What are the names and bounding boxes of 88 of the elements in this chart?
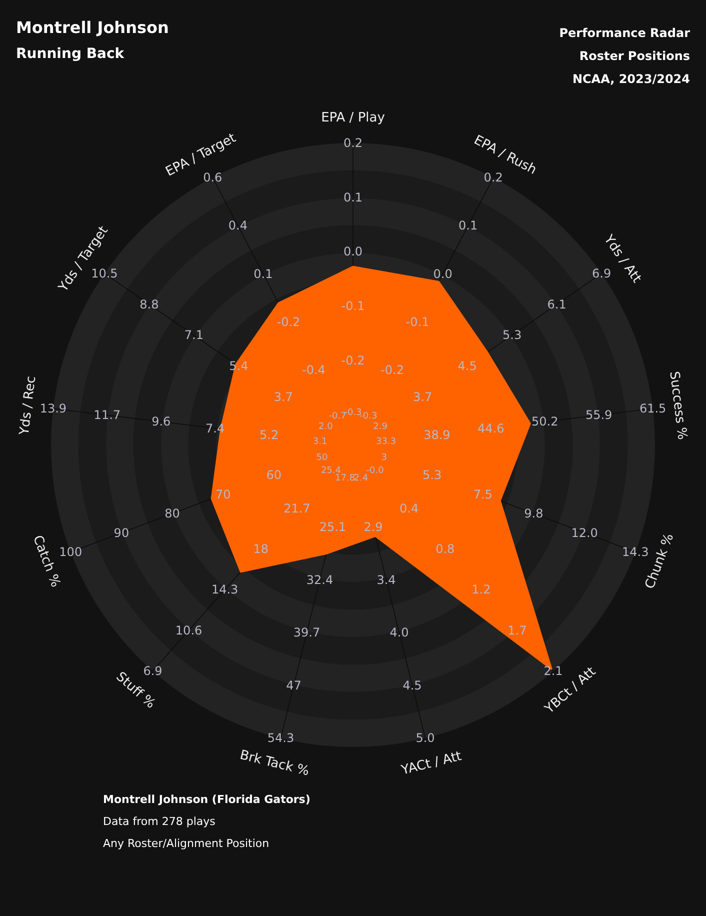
text: 10.5 xyxy=(91,266,118,280)
text: 7.5 xyxy=(473,487,492,502)
text: 2.9 xyxy=(373,422,388,432)
text: 25.1 xyxy=(319,520,346,534)
chart-subtitle: Running Back xyxy=(16,46,125,62)
text: Data from 278 plays xyxy=(103,815,216,828)
text: 14.3 xyxy=(211,582,238,597)
text: 3.7 xyxy=(274,390,293,404)
spoke-label: Brk Tack % xyxy=(238,748,311,780)
text: 1.2 xyxy=(472,582,491,597)
text: -0.3 xyxy=(360,412,378,422)
text: 0.2 xyxy=(484,170,503,185)
text: 0.8 xyxy=(436,542,455,556)
text: 4.5 xyxy=(402,678,422,692)
text: -0.2 xyxy=(380,363,404,378)
text: 50 xyxy=(316,452,328,463)
text: 70 xyxy=(215,487,231,502)
text: 1.7 xyxy=(508,623,527,638)
text: 0.4 xyxy=(228,218,248,233)
text: 0.0 xyxy=(433,266,452,281)
text: 47 xyxy=(286,678,302,692)
text: Montrell Johnson (Florida Gators) xyxy=(103,793,310,806)
text: 2.9 xyxy=(364,520,383,534)
text: 11.7 xyxy=(94,408,121,422)
text: -0.2 xyxy=(276,314,300,329)
text: 21.7 xyxy=(284,501,310,516)
text: 0.1 xyxy=(458,218,478,233)
text: 14.3 xyxy=(622,545,649,560)
text: 54.3 xyxy=(267,731,294,746)
text: NCAA, 2023/2024 xyxy=(572,72,690,86)
text: 6.9 xyxy=(143,664,162,678)
text: 2.4 xyxy=(354,473,368,484)
text: 9.6 xyxy=(152,414,171,429)
text: 6.1 xyxy=(547,297,566,312)
text: 5.0 xyxy=(416,731,435,746)
text: 0.1 xyxy=(254,266,273,281)
text: 55.9 xyxy=(585,408,612,422)
spoke-label: EPA / Play xyxy=(321,110,386,126)
text: 38.9 xyxy=(424,428,450,442)
text: 0.4 xyxy=(400,501,419,516)
spoke-label: Yds / Rec xyxy=(17,375,40,437)
text: -0.4 xyxy=(302,363,326,378)
text: 50.2 xyxy=(532,414,558,429)
spoke-label: Success % xyxy=(666,370,690,441)
text: 2.0 xyxy=(318,422,333,432)
text: 2.1 xyxy=(544,664,563,678)
text: Performance Radar xyxy=(559,26,690,40)
text: -0.0 xyxy=(366,466,384,476)
text: 3.7 xyxy=(413,390,432,404)
text: 0.0 xyxy=(343,244,363,259)
text: 80 xyxy=(164,506,180,521)
text: 9.8 xyxy=(524,506,544,521)
chart-title: Montrell Johnson xyxy=(16,18,169,37)
text: -0.3 xyxy=(344,408,362,418)
text: Roster Positions xyxy=(579,49,690,63)
text: 5.2 xyxy=(260,428,279,442)
text: 0.2 xyxy=(343,136,363,150)
text: Any Roster/Alignment Position xyxy=(103,837,270,850)
text: 32.4 xyxy=(306,572,334,587)
text: 0.1 xyxy=(343,190,363,204)
text: 33.3 xyxy=(376,436,396,447)
text: 3.1 xyxy=(312,436,328,447)
text: 4.5 xyxy=(458,359,477,374)
text: 60 xyxy=(266,468,282,482)
text: -0.1 xyxy=(341,299,365,314)
text: 12.0 xyxy=(571,526,598,540)
text: 61.5 xyxy=(639,402,666,416)
text: 18 xyxy=(253,542,269,556)
text: 10.6 xyxy=(175,623,202,638)
text: -0.7 xyxy=(328,412,346,422)
text: -0.2 xyxy=(341,353,365,368)
text: 4.0 xyxy=(390,626,409,640)
text: 44.6 xyxy=(478,421,504,436)
text: 8.8 xyxy=(140,297,159,312)
text: 90 xyxy=(114,526,130,540)
text: 6.9 xyxy=(592,266,612,280)
text: 3 xyxy=(381,452,387,463)
text: 39.7 xyxy=(293,626,320,640)
text: 100 xyxy=(59,545,82,560)
spoke-label: YACt / Att xyxy=(399,749,464,778)
text: 13.9 xyxy=(40,402,67,416)
text: -0.1 xyxy=(406,314,430,329)
text: 5.3 xyxy=(422,468,442,482)
text: 0.6 xyxy=(203,170,222,185)
text: 7.1 xyxy=(184,328,204,342)
text: 5.3 xyxy=(502,328,522,342)
text: 17.8 xyxy=(335,473,356,484)
text: 3.4 xyxy=(376,572,396,587)
